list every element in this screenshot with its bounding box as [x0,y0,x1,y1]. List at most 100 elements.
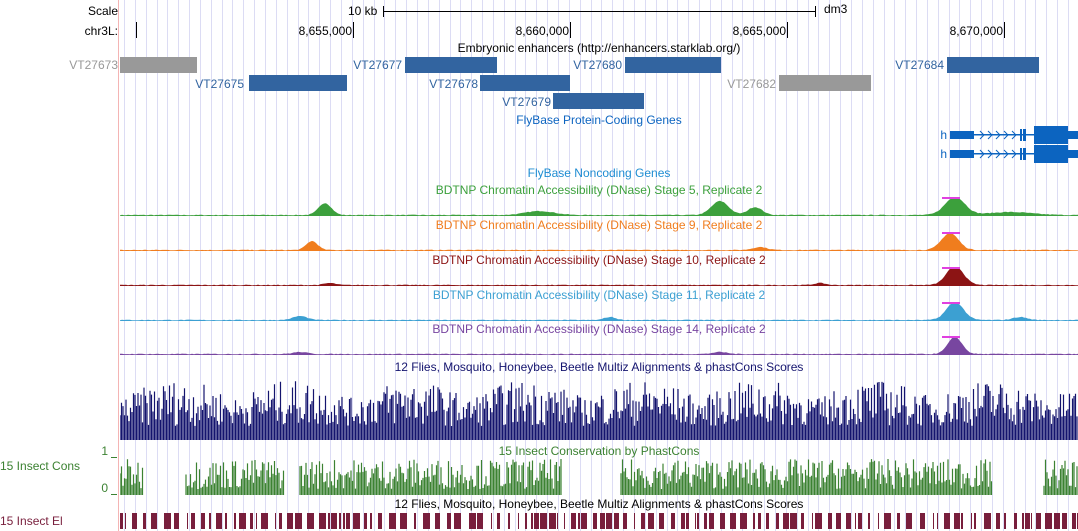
conserved-element [686,513,689,529]
clipped-peak-marker [942,232,960,234]
conserved-element [216,513,222,529]
conserved-element [758,513,761,529]
enhancer-label[interactable]: VT27673 [69,58,118,72]
conserved-element [497,513,500,529]
conserved-element [944,513,950,529]
conserved-element [364,513,367,529]
conserved-element [648,513,654,529]
conserved-element [1014,513,1017,529]
conserved-element [971,513,972,529]
conserved-element [697,513,699,529]
conserved-element [331,513,337,529]
conserved-element [491,513,492,529]
conserved-element [435,513,440,529]
conserved-element [614,513,619,529]
conserved-element [937,513,938,529]
conserved-element [961,513,963,529]
scale-bar [383,11,816,12]
conserved-element [593,513,597,529]
dnase-track-title[interactable]: BDTNP Chromatin Accessibility (DNase) St… [432,322,766,336]
dnase-signal-stage11[interactable] [120,302,1078,321]
dnase-track-title[interactable]: BDTNP Chromatin Accessibility (DNase) St… [435,218,763,232]
insect-elements-side-label[interactable]: 15 Insect El [0,514,63,528]
conserved-element [339,513,341,529]
conserved-element [790,513,797,529]
y-axis-min-label: 0 [101,481,108,495]
conserved-element [447,513,451,529]
dnase-signal-stage10[interactable] [120,267,1078,286]
conserved-element [143,513,146,529]
enhancer-feature[interactable] [405,57,497,73]
enhancer-feature[interactable] [625,57,721,73]
conserved-element [469,513,476,529]
conserved-element [846,513,851,529]
enhancer-label[interactable]: VT27678 [429,77,478,91]
ruler-position-2: 8,660,000 [515,24,569,38]
enhancer-label[interactable]: VT27677 [353,58,402,72]
insect-cons-track-title[interactable]: 15 Insect Conservation by PhastCons [498,444,700,458]
conserved-element [606,513,612,529]
scale-bar-right-tick [815,6,816,17]
dnase-track-title[interactable]: BDTNP Chromatin Accessibility (DNase) St… [435,183,763,197]
insect-cons-side-label[interactable]: 15 Insect Cons [0,459,81,473]
gene-label[interactable]: h [940,147,947,161]
dnase-track-title[interactable]: BDTNP Chromatin Accessibility (DNase) St… [432,253,766,267]
enhancer-label[interactable]: VT27682 [727,77,776,91]
multiz-bars [120,381,1078,440]
conserved-element [525,513,527,529]
enhancer-label[interactable]: VT27684 [895,58,944,72]
scale-bar-left-tick [383,6,384,17]
insect-conservation-plot[interactable] [120,457,1078,495]
conserved-element [709,513,714,529]
ruler-position-4: 8,670,000 [949,24,1003,38]
enhancer-label[interactable]: VT27680 [573,58,622,72]
conserved-element [933,513,934,529]
ruler-position-1: 8,655,000 [298,24,352,38]
gene-label[interactable]: h [940,128,947,142]
enhancer-feature[interactable] [480,75,570,91]
conserved-element [531,513,533,529]
conserved-element [812,513,813,529]
conserved-element [261,513,268,529]
gene-model[interactable] [950,126,1078,144]
conserved-element [996,513,1000,529]
conserved-element [1031,513,1032,529]
left-label-border [118,0,119,531]
enhancer-feature[interactable] [779,75,871,91]
noncoding-genes-track-title[interactable]: FlyBase Noncoding Genes [527,166,671,180]
conserved-element [641,513,645,529]
multiz-track-title[interactable]: 12 Flies, Mosquito, Honeybee, Beetle Mul… [394,360,804,374]
coding-genes-track-title[interactable]: FlyBase Protein-Coding Genes [516,113,682,127]
assembly-label: dm3 [824,2,848,16]
enhancers-track-title[interactable]: Embryonic enhancers (http://enhancers.st… [457,41,741,55]
elements-track-title[interactable]: 12 Flies, Mosquito, Honeybee, Beetle Mul… [394,497,804,511]
enhancer-label[interactable]: VT27675 [195,77,244,91]
enhancer-feature[interactable] [947,57,1039,73]
enhancer-feature[interactable] [120,57,197,73]
conserved-element [508,513,510,529]
conserved-element [389,513,396,529]
conserved-element [776,513,779,529]
dnase-signal-stage9[interactable] [120,232,1078,251]
conserved-element [623,513,627,529]
clipped-peak-marker [942,267,960,269]
dnase-signal-area [120,233,1078,251]
conserved-element [878,513,879,529]
multiz-conservation-plot[interactable] [120,376,1078,440]
conserved-element [378,513,382,529]
conserved-element [423,513,430,529]
enhancer-feature[interactable] [249,75,347,91]
gene-model[interactable] [950,145,1078,163]
clipped-peak-marker [942,197,960,199]
dnase-track-title[interactable]: BDTNP Chromatin Accessibility (DNase) St… [432,288,766,302]
conserved-elements-track[interactable] [120,513,1078,529]
scale-label: Scale [87,4,118,18]
dnase-signal-area [120,198,1078,216]
conserved-element [414,513,416,529]
dnase-signal-stage14[interactable] [120,336,1078,355]
enhancer-label[interactable]: VT27679 [502,95,551,109]
enhancer-feature[interactable] [553,93,644,109]
dnase-signal-stage5[interactable] [120,197,1078,216]
conserved-element [659,513,664,529]
